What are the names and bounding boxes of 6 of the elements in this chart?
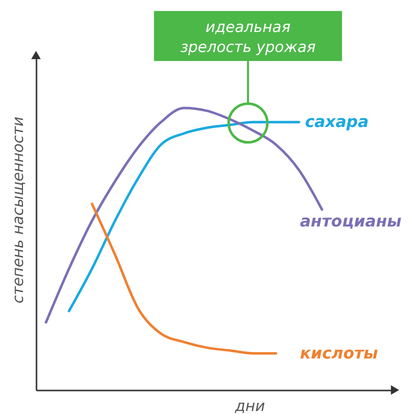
series-label: сахара <box>305 112 369 132</box>
series-label: кислоты <box>300 343 379 362</box>
y-axis-title: степень насыщенности <box>9 116 27 304</box>
series-label: антоцианы <box>300 212 402 231</box>
x-axis-title: дни <box>234 397 266 414</box>
text: идеальная зрелость урожая <box>180 18 316 56</box>
